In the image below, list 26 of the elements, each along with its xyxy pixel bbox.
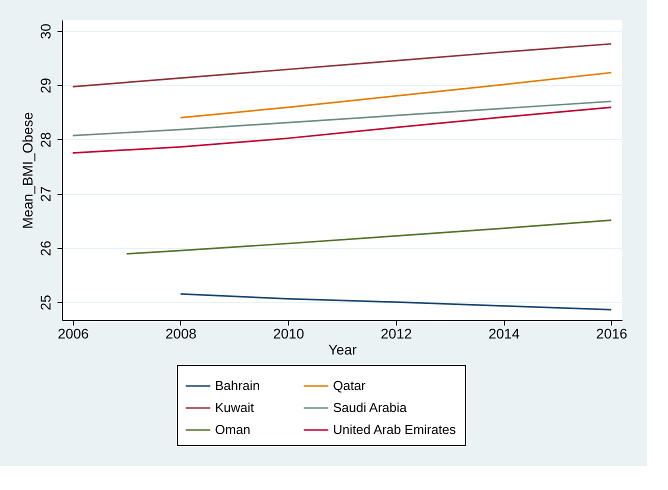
- x-tick-label: 2010: [273, 326, 304, 342]
- legend-label: Saudi Arabia: [333, 400, 408, 415]
- x-tick-label: 2016: [596, 326, 628, 342]
- legend-label: Qatar: [333, 378, 366, 393]
- y-tick-label: 30: [38, 23, 54, 40]
- legend-label: Oman: [215, 422, 250, 437]
- line-series: [72, 43, 612, 88]
- line-series: [126, 219, 612, 255]
- x-axis-title: Year: [328, 342, 357, 358]
- y-axis-title: Mean_BMI_Obese: [20, 112, 36, 229]
- legend-label: Bahrain: [215, 378, 260, 393]
- line-series: [180, 72, 612, 118]
- legend-label: Kuwait: [215, 400, 254, 415]
- x-tick-label: 2012: [380, 326, 412, 342]
- legend-label: United Arab Emirates: [333, 422, 456, 437]
- y-tick-label: 27: [38, 186, 54, 202]
- x-tick-label: 2014: [488, 326, 520, 342]
- y-tick-label: 25: [38, 294, 54, 310]
- y-tick-label: 29: [38, 78, 54, 94]
- line-series: [180, 293, 612, 310]
- line-series: [72, 106, 612, 154]
- y-tick-label: 28: [38, 132, 54, 148]
- y-tick-label: 26: [38, 240, 54, 256]
- line-series: [72, 100, 612, 136]
- x-tick-label: 2006: [58, 326, 90, 342]
- x-tick-label: 2008: [165, 326, 197, 342]
